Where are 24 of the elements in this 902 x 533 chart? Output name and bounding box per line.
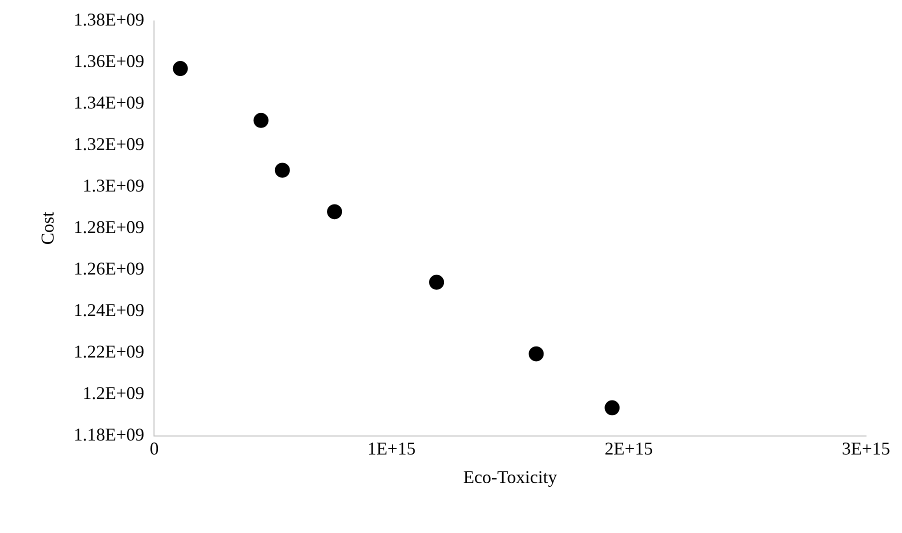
point (254, 112, 269, 128)
y-axis-title: Cost (38, 212, 58, 245)
y-tick-label: 1.32E+09 (74, 134, 144, 154)
y-tick-label: 1.2E+09 (82, 383, 144, 404)
point (528, 346, 544, 362)
point (274, 162, 290, 178)
y-tick-label: 1.22E+09 (74, 342, 144, 362)
y-tick-label: 1.38E+09 (74, 10, 144, 30)
y-tick-label: 1.18E+09 (74, 424, 144, 445)
x-tick-label: 0 (150, 438, 159, 458)
point (327, 204, 342, 220)
x-axis-title: Eco-Toxicity (463, 466, 557, 487)
x-tick-label: 1E+15 (367, 438, 416, 458)
x-tick-label: 2E+15 (604, 438, 653, 458)
y-tick-label: 1.28E+09 (74, 217, 144, 238)
y-tick-label: 1.36E+09 (74, 51, 144, 72)
point (172, 61, 188, 76)
x-tick-label: 3E+15 (842, 438, 890, 458)
point (604, 400, 620, 416)
y-tick-label: 1.34E+09 (74, 92, 144, 113)
point (429, 274, 444, 290)
y-tick-label: 1.24E+09 (74, 300, 144, 320)
y-tick-label: 1.26E+09 (74, 258, 144, 279)
y-tick-label: 1.3E+09 (82, 176, 144, 196)
